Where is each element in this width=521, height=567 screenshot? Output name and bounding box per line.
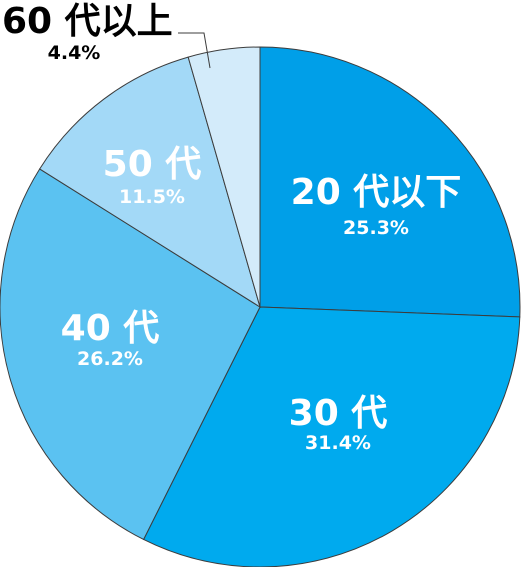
slice-label-20s: 20 代以下 (291, 172, 462, 213)
slice-label-30s: 30 代 (289, 393, 388, 434)
leader-line-60s (178, 32, 211, 69)
slice-60s-plus (187, 46, 261, 308)
pie-labels: 20 代以下 25.3% 30 代 31.4% 40 代 26.2% 50 代 … (2, 1, 461, 454)
slice-20s (259, 46, 521, 318)
slice-50s (38, 56, 261, 309)
slice-value-50s: 11.5% (119, 186, 185, 208)
slice-40s (0, 168, 261, 541)
slice-value-60s-plus: 4.4% (48, 42, 101, 64)
slice-30s (142, 306, 521, 567)
slice-label-60s-plus: 60 代以上 (2, 1, 173, 42)
slice-value-20s: 25.3% (343, 217, 409, 239)
slice-value-40s: 26.2% (77, 348, 143, 370)
pie-slices (0, 46, 521, 567)
slice-label-40s: 40 代 (61, 308, 160, 349)
slice-label-50s: 50 代 (103, 144, 202, 185)
slice-value-30s: 31.4% (305, 432, 371, 454)
